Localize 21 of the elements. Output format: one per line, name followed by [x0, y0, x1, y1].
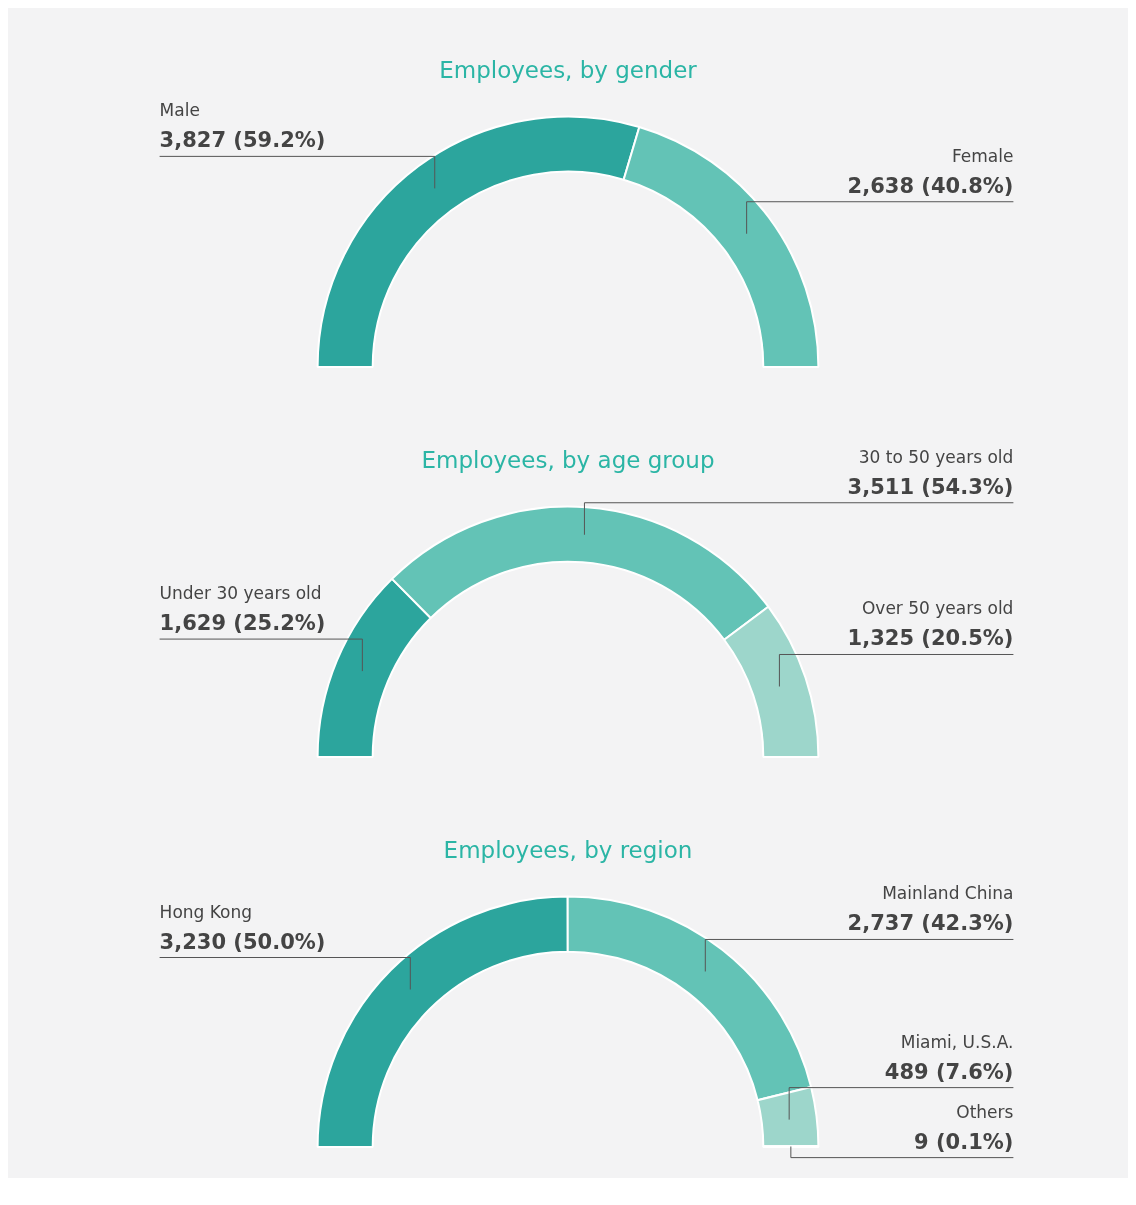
slice-label: Miami, U.S.A. [900, 1031, 1014, 1052]
slice-label: Mainland China [882, 883, 1014, 904]
data-label: 1,325 (20.5%) [847, 626, 1014, 651]
data-label: 3,511 (54.3%) [847, 474, 1014, 499]
data-label: 3,230 (50.0%) [159, 929, 326, 954]
chart-title: Employees, by region [443, 836, 693, 863]
data-label: 9 (0.1%) [914, 1129, 1014, 1154]
chart-title: Employees, by gender [439, 56, 698, 83]
chart-title: Employees, by age group [421, 446, 715, 473]
slice-label: Over 50 years old [861, 598, 1014, 619]
data-label: 3,827 (59.2%) [159, 128, 326, 153]
data-label: 1,629 (25.2%) [159, 611, 326, 636]
data-label: 2,737 (42.3%) [847, 911, 1014, 936]
slice-label: Hong Kong [159, 901, 253, 922]
slice-label: 30 to 50 years old [858, 446, 1014, 467]
slice-label: Male [159, 100, 200, 121]
slice-label: Others [956, 1101, 1014, 1122]
slice-label: Under 30 years old [159, 583, 322, 604]
slice-label: Female [951, 145, 1014, 166]
data-label: 2,638 (40.8%) [847, 173, 1014, 198]
data-label: 489 (7.6%) [884, 1059, 1014, 1084]
